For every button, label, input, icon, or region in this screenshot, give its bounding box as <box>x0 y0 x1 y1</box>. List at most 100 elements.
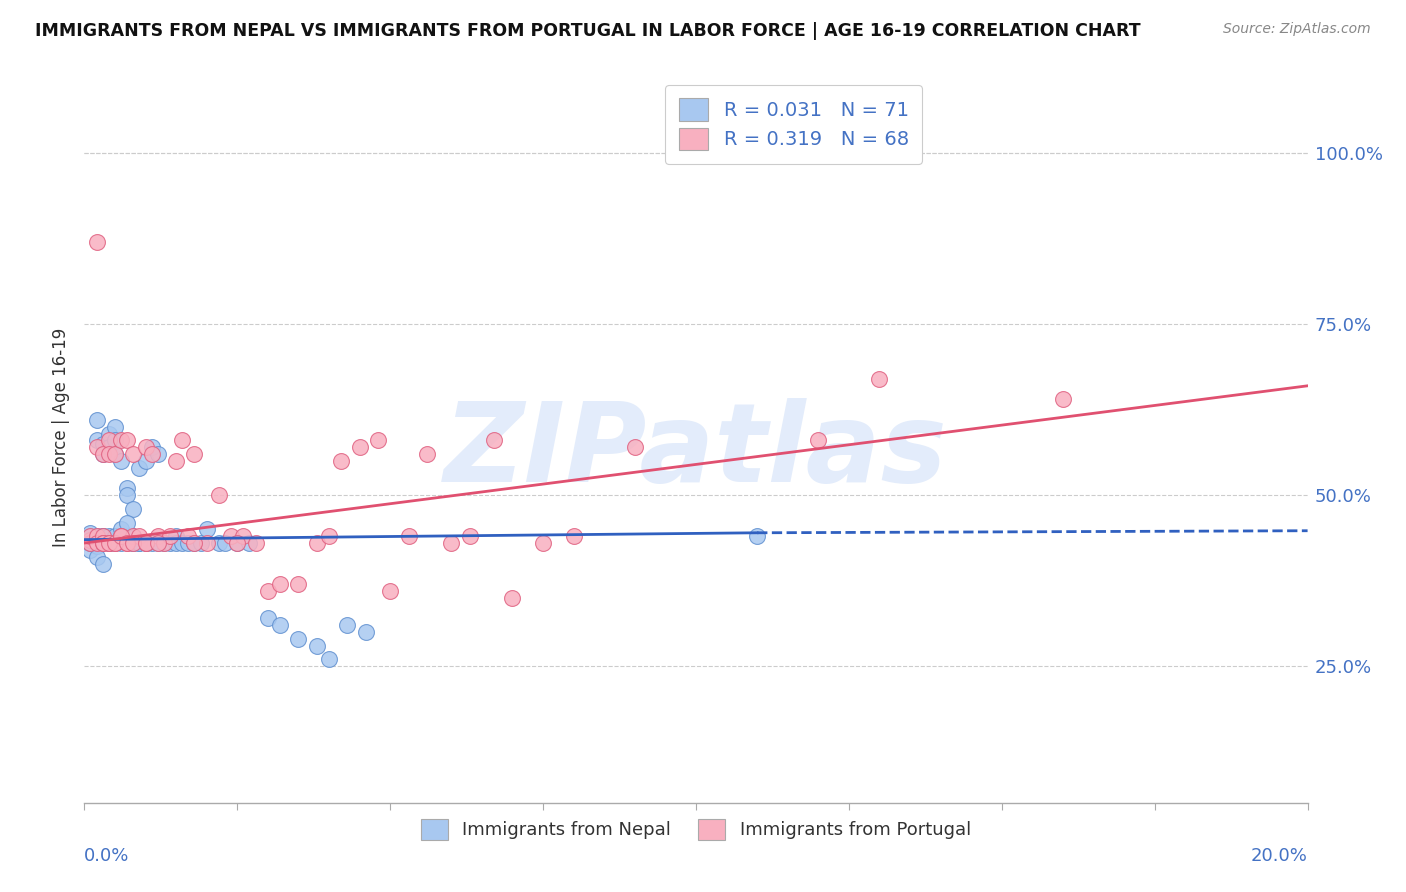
Point <box>190 536 212 550</box>
Point <box>502 591 524 605</box>
Point <box>562 529 585 543</box>
Point <box>183 536 205 550</box>
Point <box>91 529 114 543</box>
Point <box>146 536 169 550</box>
Point <box>79 529 101 543</box>
Point <box>97 536 120 550</box>
Point <box>115 529 138 543</box>
Point <box>141 536 163 550</box>
Point <box>110 522 132 536</box>
Point <box>128 536 150 550</box>
Point <box>367 434 389 448</box>
Point <box>104 536 127 550</box>
Point <box>165 529 187 543</box>
Point <box>86 440 108 454</box>
Point <box>110 454 132 468</box>
Point <box>1052 392 1074 407</box>
Text: IMMIGRANTS FROM NEPAL VS IMMIGRANTS FROM PORTUGAL IN LABOR FORCE | AGE 16-19 COR: IMMIGRANTS FROM NEPAL VS IMMIGRANTS FROM… <box>35 22 1140 40</box>
Point <box>165 454 187 468</box>
Point <box>122 529 145 543</box>
Text: 20.0%: 20.0% <box>1251 847 1308 864</box>
Point <box>97 536 120 550</box>
Point <box>305 536 328 550</box>
Point <box>135 440 157 454</box>
Point <box>122 536 145 550</box>
Point <box>214 536 236 550</box>
Point <box>336 618 359 632</box>
Point <box>245 536 267 550</box>
Point <box>146 447 169 461</box>
Point <box>219 529 242 543</box>
Point <box>79 533 101 547</box>
Point <box>79 536 101 550</box>
Point <box>238 536 260 550</box>
Point <box>91 536 114 550</box>
Point <box>97 536 120 550</box>
Point <box>287 577 309 591</box>
Point <box>86 235 108 250</box>
Point <box>208 536 231 550</box>
Point <box>330 454 353 468</box>
Point <box>104 447 127 461</box>
Point <box>86 413 108 427</box>
Point <box>86 529 108 543</box>
Point <box>104 536 127 550</box>
Point <box>91 447 114 461</box>
Point <box>110 536 132 550</box>
Point <box>97 447 120 461</box>
Point <box>257 583 280 598</box>
Point <box>115 536 138 550</box>
Point <box>146 529 169 543</box>
Point <box>91 557 114 571</box>
Legend: Immigrants from Nepal, Immigrants from Portugal: Immigrants from Nepal, Immigrants from P… <box>412 810 980 848</box>
Point <box>128 536 150 550</box>
Point <box>208 488 231 502</box>
Point <box>482 434 505 448</box>
Point <box>79 533 101 547</box>
Point <box>269 577 291 591</box>
Point <box>86 434 108 448</box>
Point <box>104 447 127 461</box>
Point <box>97 536 120 550</box>
Point <box>172 434 194 448</box>
Point <box>232 529 254 543</box>
Point <box>458 529 481 543</box>
Point <box>141 447 163 461</box>
Point <box>115 516 138 530</box>
Point <box>159 529 181 543</box>
Point <box>807 434 830 448</box>
Point <box>79 525 101 540</box>
Point <box>183 447 205 461</box>
Point <box>257 611 280 625</box>
Point <box>153 536 176 550</box>
Point <box>79 536 101 550</box>
Point <box>318 652 340 666</box>
Point <box>416 447 439 461</box>
Point <box>380 583 402 598</box>
Point <box>128 529 150 543</box>
Point <box>440 536 463 550</box>
Point <box>110 529 132 543</box>
Point <box>86 536 108 550</box>
Point <box>79 542 101 557</box>
Point <box>110 529 132 543</box>
Point <box>135 536 157 550</box>
Text: 0.0%: 0.0% <box>84 847 129 864</box>
Point <box>141 440 163 454</box>
Point <box>115 481 138 495</box>
Point <box>97 426 120 441</box>
Point <box>91 533 114 547</box>
Point <box>79 529 101 543</box>
Point <box>122 536 145 550</box>
Point <box>115 536 138 550</box>
Point <box>122 536 145 550</box>
Text: ZIPatlas: ZIPatlas <box>444 398 948 505</box>
Point <box>305 639 328 653</box>
Point <box>354 624 377 639</box>
Point <box>159 536 181 550</box>
Point <box>195 522 218 536</box>
Point <box>110 529 132 543</box>
Point <box>128 460 150 475</box>
Text: Source: ZipAtlas.com: Source: ZipAtlas.com <box>1223 22 1371 37</box>
Point <box>104 529 127 543</box>
